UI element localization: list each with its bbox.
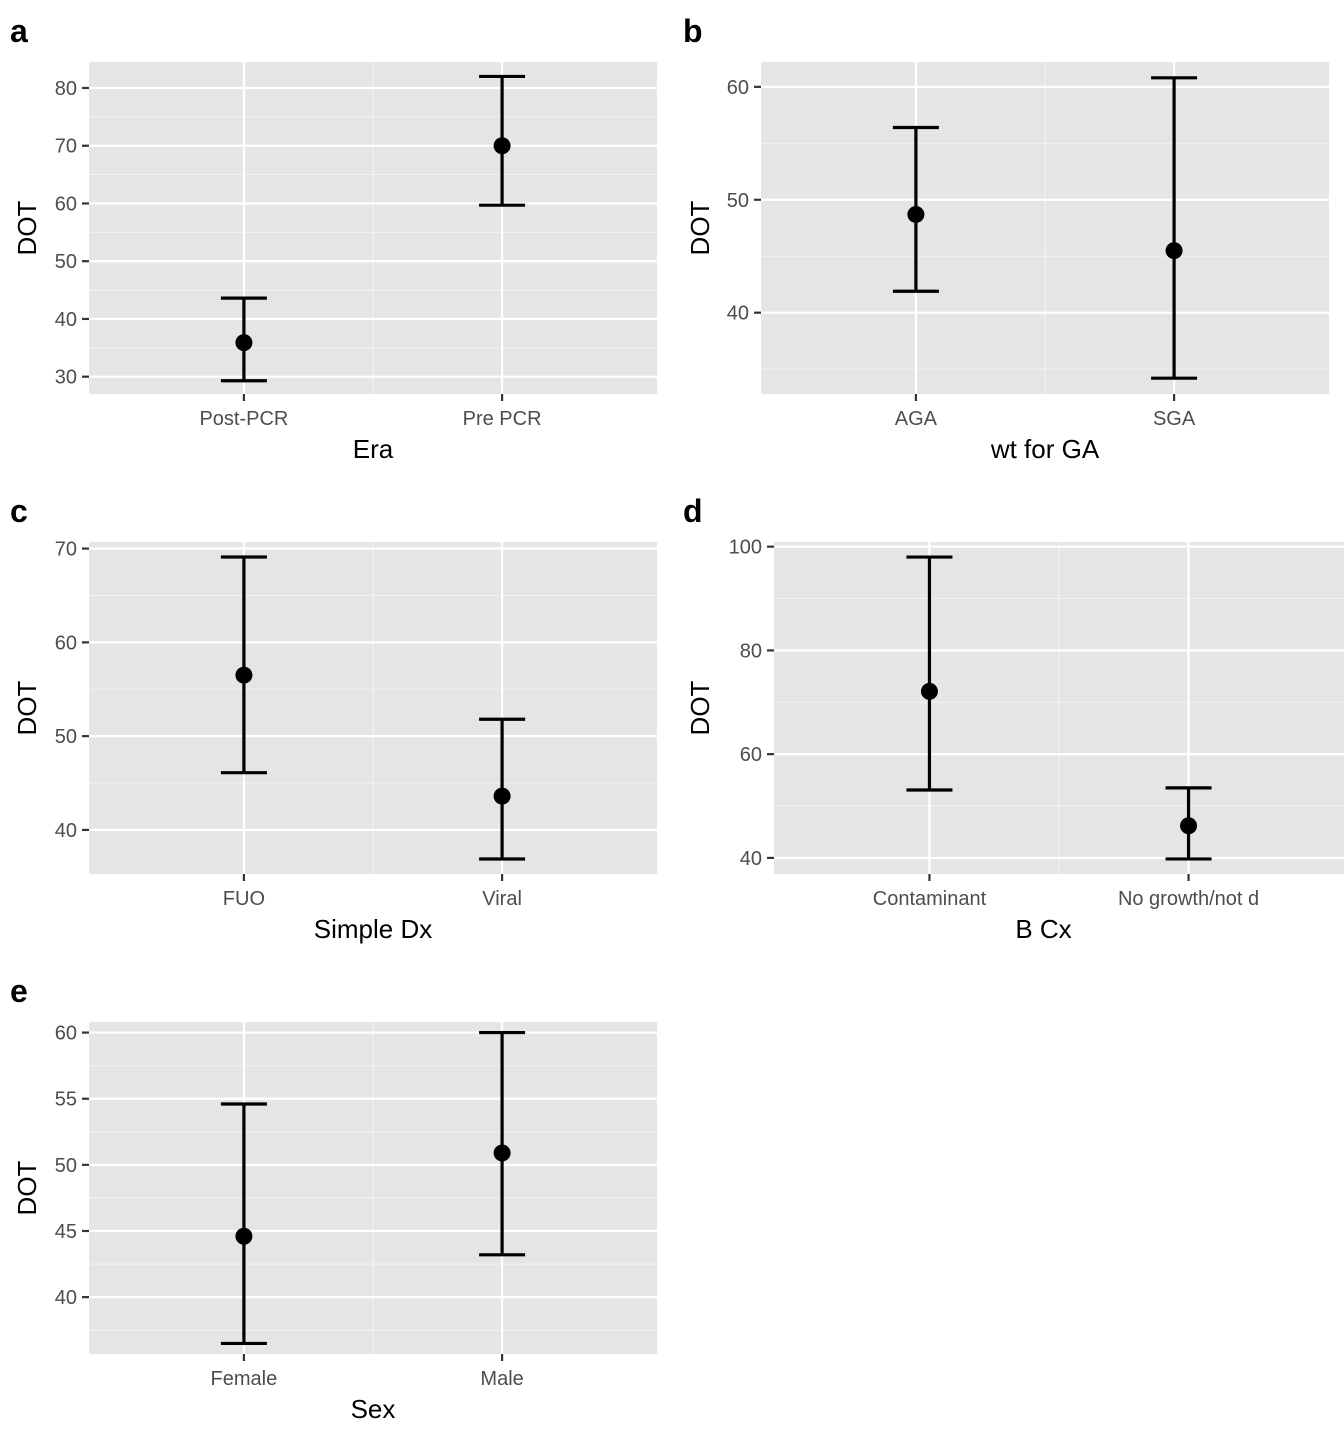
- panel-b-errorbar: [1151, 76, 1198, 380]
- panel-a-x-axis-title: Era: [353, 434, 394, 464]
- panel-e-x-tick-label: Female: [211, 1368, 278, 1390]
- panel-c-gridlines: [89, 542, 657, 874]
- panel-a-y-tick-label: 50: [55, 251, 77, 273]
- panel-c-x-tick-label: Viral: [482, 888, 522, 910]
- panel-d-y-tick-label: 100: [729, 537, 762, 559]
- panel-e-point: [235, 1227, 253, 1245]
- panel-d-errorbar: [906, 555, 953, 792]
- panel-b-y-tick-label: 50: [727, 190, 749, 212]
- panel-a-letter: a: [10, 13, 28, 49]
- panel-b-point: [1165, 242, 1183, 260]
- panel-a-y-tick-label: 40: [55, 309, 77, 331]
- panel-c-letter: c: [10, 493, 28, 529]
- panel-b-gridlines: [761, 62, 1329, 394]
- panel-e-y-tick-label: 40: [55, 1287, 77, 1309]
- panel-a-x-tick-label: Pre PCR: [463, 408, 542, 430]
- panel-c-y-tick-label: 60: [55, 632, 77, 654]
- panel-a-point: [493, 137, 511, 155]
- panel-b: b 40 50 60 AGA SGA wt for GA DOT: [683, 13, 1329, 464]
- panel-b-x-axis-title: wt for GA: [990, 434, 1100, 464]
- panel-a: a 30 40 50 60 70 80 Post-PCR Pre PCR Era DOT: [10, 13, 657, 464]
- panel-e-y-tick-label: 55: [55, 1089, 77, 1111]
- panel-e-errorbar: [479, 1030, 526, 1257]
- panel-c: c 40 50 60 70 FUO Viral Simple Dx DOT: [10, 493, 657, 944]
- panel-d-y-axis-title: DOT: [685, 680, 715, 735]
- panel-a-y-tick-label: 70: [55, 136, 77, 158]
- panel-e-point: [493, 1144, 511, 1162]
- panel-c-x-tick-label: FUO: [223, 888, 265, 910]
- panel-a-point: [235, 334, 253, 352]
- panel-a-y-tick-label: 80: [55, 78, 77, 100]
- panel-a-y-tick-label: 60: [55, 193, 77, 215]
- panel-c-point: [235, 666, 253, 684]
- panel-d-y-tick-label: 60: [740, 744, 762, 766]
- panel-a-y-axis-title: DOT: [12, 200, 42, 255]
- panel-d-letter: d: [683, 493, 703, 529]
- panel-c-errorbar: [220, 555, 267, 775]
- panel-c-point: [493, 787, 511, 805]
- panel-b-x-tick-label: SGA: [1153, 408, 1196, 430]
- panel-b-y-axis-title: DOT: [685, 200, 715, 255]
- panel-d-y-tick-label: 80: [740, 640, 762, 662]
- panel-d-point: [1180, 817, 1198, 835]
- panel-e-y-tick-label: 45: [55, 1221, 77, 1243]
- panel-b-y-tick-label: 40: [727, 303, 749, 325]
- panel-d: d 40 60 80 100 Contaminant No growth/not d B Cx…: [683, 493, 1344, 944]
- panel-c-y-tick-label: 50: [55, 726, 77, 748]
- panel-b-letter: b: [683, 13, 703, 49]
- panel-a-x-tick-label: Post-PCR: [199, 408, 288, 430]
- panel-d-x-tick-label: No growth/not d: [1118, 888, 1259, 910]
- panel-e-letter: e: [10, 973, 28, 1009]
- panel-e-errorbar: [220, 1102, 267, 1346]
- panel-e-y-axis-title: DOT: [12, 1160, 42, 1215]
- panel-d-x-axis-title: B Cx: [1015, 914, 1071, 944]
- panel-c-y-axis-title: DOT: [12, 680, 42, 735]
- panel-d-x-tick-label: Contaminant: [873, 888, 987, 910]
- panel-c-y-tick-label: 40: [55, 820, 77, 842]
- panel-a-y-tick-label: 30: [55, 367, 77, 389]
- panel-b-y-tick-label: 60: [727, 77, 749, 99]
- panel-c-y-tick-label: 70: [55, 539, 77, 561]
- panel-b-point: [907, 205, 925, 223]
- panel-e: e 40 45 50 55 60 Female Male Sex DOT: [10, 973, 657, 1424]
- panel-e-y-tick-label: 50: [55, 1155, 77, 1177]
- panel-b-x-tick-label: AGA: [895, 408, 938, 430]
- panel-c-x-axis-title: Simple Dx: [314, 914, 432, 944]
- panel-e-x-tick-label: Male: [480, 1368, 523, 1390]
- panel-e-y-tick-label: 60: [55, 1023, 77, 1045]
- panel-d-point: [920, 682, 938, 700]
- panel-a-gridlines: [89, 62, 657, 394]
- panel-e-x-axis-title: Sex: [351, 1394, 396, 1424]
- panel-d-y-tick-label: 40: [740, 848, 762, 870]
